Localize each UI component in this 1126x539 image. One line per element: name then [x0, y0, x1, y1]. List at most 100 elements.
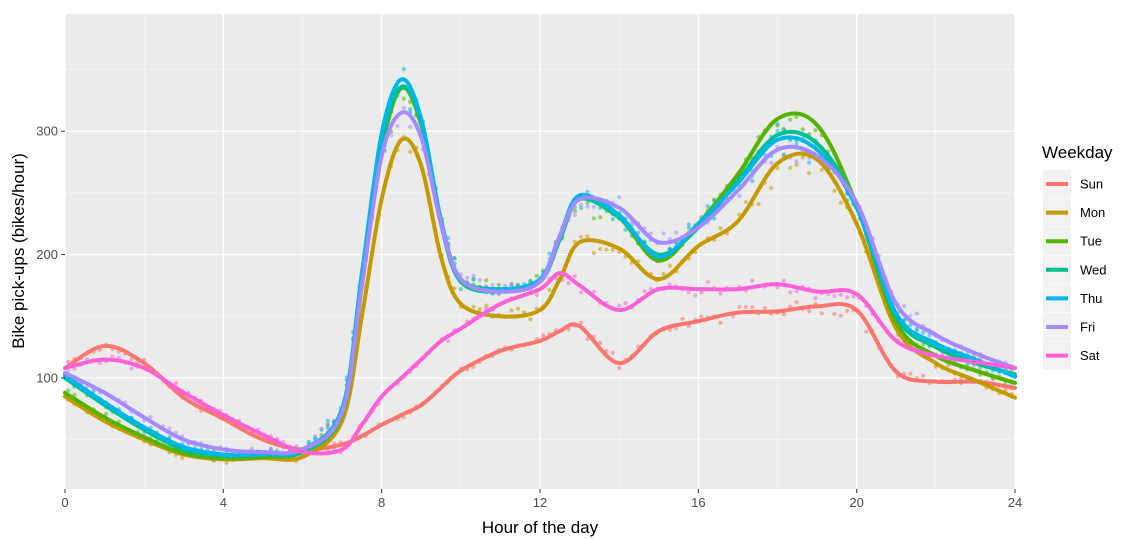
legend-label-sat: Sat	[1080, 348, 1100, 363]
series-line-fri	[63, 110, 1017, 456]
data-point-mon	[547, 287, 552, 293]
data-point-sun	[781, 312, 786, 317]
data-point-sun	[832, 311, 837, 316]
data-point-mon	[180, 455, 185, 460]
data-point-sat	[129, 366, 134, 371]
data-point-sat	[693, 293, 698, 298]
x-axis-title: Hour of the day	[482, 518, 599, 537]
data-point-sun	[794, 300, 799, 305]
data-point-wed	[686, 225, 691, 230]
data-point-sun	[129, 357, 134, 362]
y-tick-label: 200	[36, 247, 58, 262]
data-point-sat	[623, 301, 628, 306]
legend-items: Sun Mon Tue Wed Thu Fri Sat	[1043, 170, 1107, 370]
data-point-mon	[408, 149, 413, 154]
data-point-sat	[667, 282, 672, 287]
data-point-sun	[610, 350, 615, 355]
data-point-mon	[591, 251, 596, 256]
legend-label-thu: Thu	[1080, 291, 1102, 306]
x-tick-label: 0	[61, 495, 68, 510]
data-point-thu	[325, 418, 330, 423]
data-point-tue	[788, 117, 793, 122]
data-point-mon	[667, 263, 672, 268]
data-point-sat	[851, 294, 856, 299]
legend-label-tue: Tue	[1080, 234, 1102, 249]
data-point-fri	[395, 123, 400, 129]
data-point-fri	[617, 195, 622, 200]
data-point-wed	[458, 287, 463, 292]
legend-title: Weekday	[1042, 143, 1113, 162]
data-point-mon	[452, 286, 457, 291]
data-point-mon	[788, 165, 793, 170]
data-point-mon	[471, 304, 476, 309]
data-point-wed	[579, 205, 584, 210]
data-point-fri	[509, 281, 514, 286]
data-point-tue	[534, 273, 539, 279]
data-point-mon	[484, 303, 489, 308]
legend-label-sun: Sun	[1080, 177, 1103, 192]
data-point-tue	[572, 208, 577, 213]
y-axis-title: Bike pick-ups (bikes/hour)	[9, 153, 28, 349]
data-point-tue	[104, 411, 109, 417]
legend-label-mon: Mon	[1080, 205, 1105, 220]
data-point-mon	[807, 171, 812, 176]
data-point-fri	[477, 278, 482, 283]
data-point-sat	[446, 339, 451, 344]
data-point-fri	[313, 434, 318, 439]
data-point-sat	[705, 279, 710, 285]
data-point-sun	[617, 365, 622, 371]
data-point-fri	[591, 204, 596, 209]
data-point-fri	[674, 230, 679, 235]
data-point-thu	[452, 256, 457, 261]
data-point-fri	[794, 159, 799, 164]
data-point-sat	[813, 296, 818, 301]
data-point-thu	[908, 322, 913, 328]
data-point-tue	[484, 278, 489, 283]
data-point-tue	[591, 216, 596, 221]
y-tick-label: 100	[36, 370, 58, 385]
data-point-sun	[762, 306, 767, 311]
data-point-tue	[794, 114, 799, 119]
data-point-tue	[800, 127, 805, 132]
data-point-fri	[490, 282, 495, 288]
data-point-tue	[496, 282, 501, 287]
data-point-mon	[528, 317, 533, 322]
legend-label-wed: Wed	[1080, 262, 1107, 277]
data-point-fri	[389, 133, 394, 138]
data-point-fri	[902, 304, 907, 309]
data-point-mon	[224, 460, 229, 465]
data-point-thu	[585, 189, 590, 194]
data-point-fri	[465, 275, 470, 280]
data-point-sat	[572, 274, 577, 279]
data-point-thu	[750, 178, 755, 184]
data-point-wed	[610, 216, 615, 222]
data-point-thu	[408, 107, 413, 112]
data-point-fri	[585, 204, 590, 209]
data-point-mon	[477, 307, 482, 312]
data-point-sun	[819, 311, 824, 316]
data-point-wed	[965, 362, 970, 367]
data-point-sat	[534, 292, 539, 298]
data-point-fri	[737, 194, 742, 199]
data-point-sat	[591, 289, 596, 295]
data-point-tue	[813, 128, 818, 133]
data-point-wed	[794, 139, 799, 145]
data-point-tue	[66, 388, 71, 393]
data-point-sat	[794, 289, 799, 294]
data-point-sat	[566, 281, 571, 286]
data-point-fri	[167, 426, 172, 431]
data-point-mon	[585, 234, 590, 239]
data-point-fri	[401, 105, 406, 111]
legend-label-fri: Fri	[1080, 320, 1095, 335]
major-gridlines	[64, 14, 1016, 489]
data-point-thu	[686, 222, 691, 227]
data-point-sun	[699, 314, 704, 319]
data-point-sat	[832, 293, 837, 299]
data-point-sun	[598, 340, 603, 346]
data-point-sat	[781, 278, 786, 283]
data-point-sat	[845, 295, 850, 300]
data-point-sun	[680, 316, 685, 321]
data-point-sun	[845, 308, 850, 314]
data-point-fri	[648, 231, 653, 236]
